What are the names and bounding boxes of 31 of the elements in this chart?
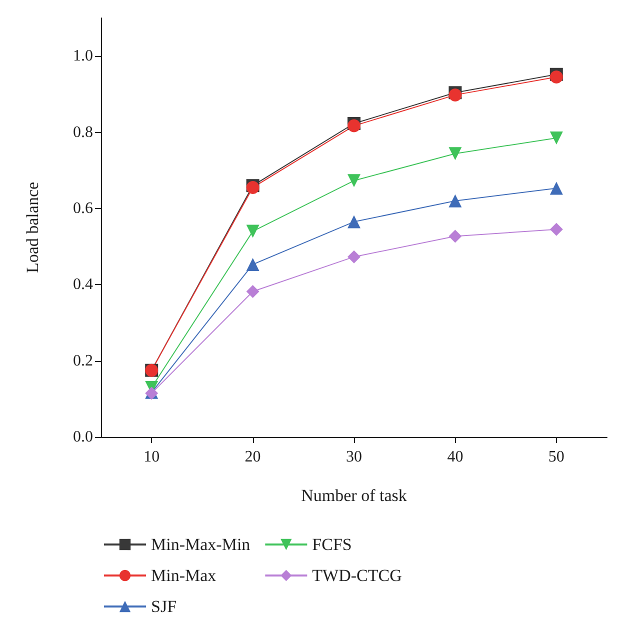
legend-label: Min-Max-Min xyxy=(151,535,251,554)
point xyxy=(348,174,360,188)
point xyxy=(550,222,563,236)
y-tick-label: 0.0 xyxy=(73,428,93,446)
legend-label: TWD-CTCG xyxy=(312,566,402,585)
point xyxy=(246,224,260,238)
point xyxy=(448,147,462,160)
y-tick-label: 1.0 xyxy=(73,48,93,65)
x-tick-label: 50 xyxy=(548,448,564,466)
point xyxy=(348,215,360,228)
point xyxy=(348,250,360,264)
point xyxy=(246,284,260,298)
x-tick-label: 20 xyxy=(244,448,261,466)
y-axis-title: Load balance xyxy=(23,182,42,274)
y-tick-label: 0.4 xyxy=(73,276,93,294)
point xyxy=(246,258,260,271)
y-tick-label: 0.2 xyxy=(73,352,93,370)
legend-label: SJF xyxy=(151,597,177,616)
x-axis-title: Number of task xyxy=(301,486,408,505)
legend-label: FCFS xyxy=(312,535,352,554)
legend-label: Min-Max xyxy=(151,566,217,585)
point xyxy=(550,182,563,195)
point xyxy=(448,194,462,208)
x-tick-label: 10 xyxy=(144,448,160,466)
y-tick-label: 0.6 xyxy=(73,200,93,217)
x-tick-label: 30 xyxy=(346,448,362,466)
point xyxy=(448,230,462,243)
y-tick-label: 0.8 xyxy=(73,124,93,141)
point xyxy=(550,70,563,84)
x-tick-label: 40 xyxy=(447,448,464,466)
point xyxy=(550,131,563,144)
